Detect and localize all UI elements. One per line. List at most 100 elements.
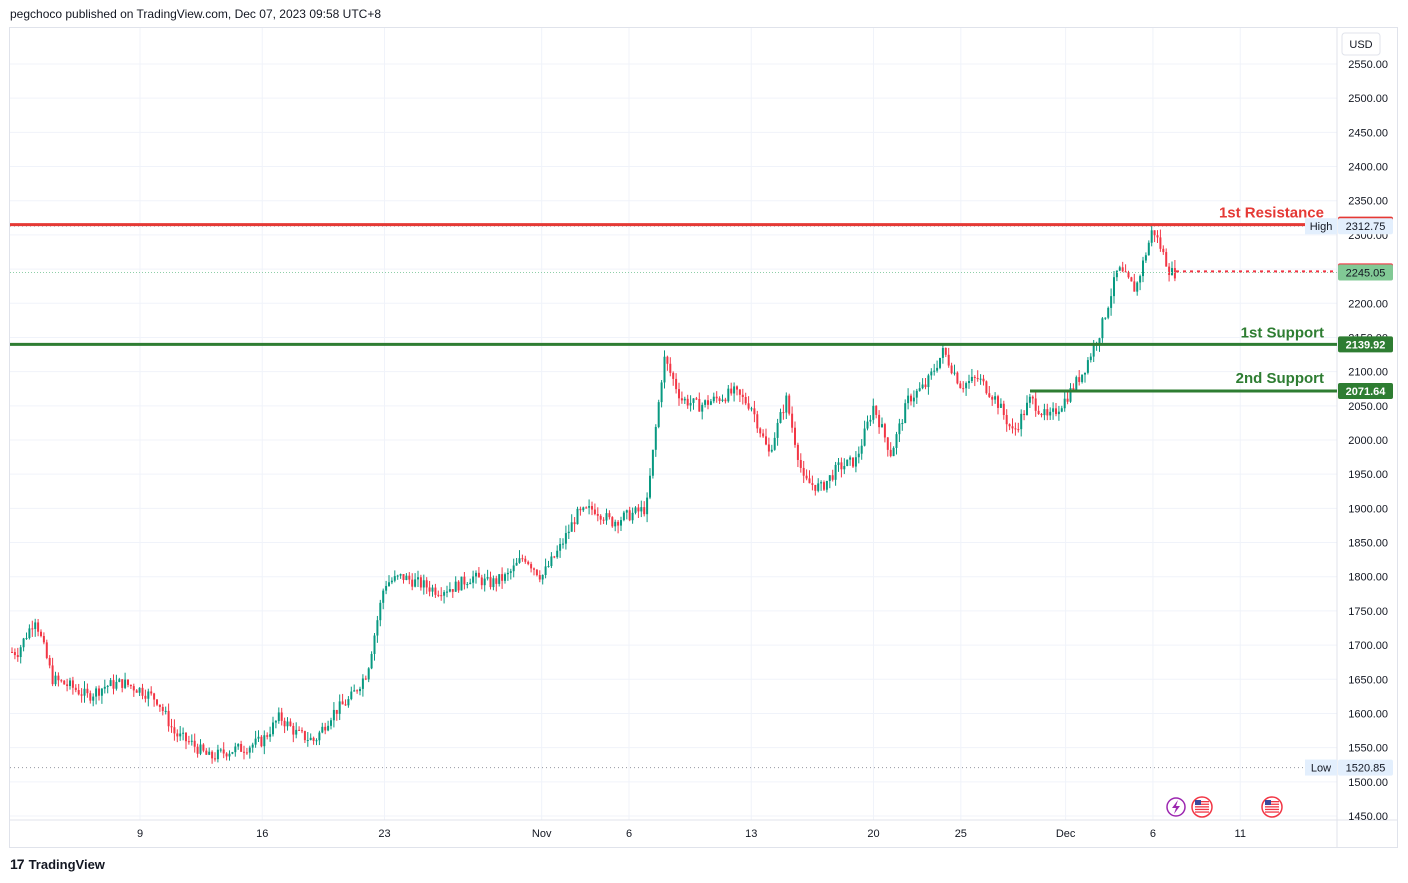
us-event-flag-icon	[1261, 796, 1283, 818]
candle-body	[1046, 409, 1049, 416]
candle-body	[808, 478, 811, 484]
candle-body	[74, 687, 77, 691]
candle-body	[625, 510, 628, 513]
last-price-tag: 2245.05	[1346, 267, 1386, 279]
support-1-price-tag: 2139.92	[1346, 339, 1386, 351]
candle-body	[724, 399, 727, 402]
us-event-flag-icon-stripe	[1265, 811, 1279, 813]
x-tick-label: 20	[867, 828, 879, 840]
us-event-flag-icon	[1191, 796, 1213, 818]
candle-body	[301, 730, 303, 732]
candle-body	[683, 398, 686, 401]
candle-body	[454, 581, 457, 592]
candle-body	[208, 751, 211, 755]
candle-body	[353, 690, 356, 692]
candle-body	[646, 497, 649, 515]
candle-body	[509, 571, 512, 573]
candle-body	[753, 408, 756, 415]
candle-body	[309, 737, 312, 741]
candle-body	[1078, 377, 1081, 382]
candle-body	[791, 413, 794, 428]
candle-body	[225, 753, 228, 757]
candle-body	[825, 480, 828, 490]
candle-body	[341, 701, 344, 705]
high-price-tag: 2312.75	[1346, 221, 1386, 233]
candle-body	[678, 389, 680, 399]
candle-body	[785, 395, 788, 413]
candle-body	[707, 400, 709, 405]
candle-body	[263, 735, 266, 747]
candle-body	[1023, 413, 1026, 415]
candle-body	[1089, 356, 1092, 361]
candle-body	[698, 399, 701, 412]
y-tick-label: 2000.00	[1348, 435, 1388, 447]
candle-body	[443, 592, 446, 596]
candle-body	[77, 690, 80, 695]
candle-body	[199, 744, 202, 754]
candle-body	[709, 401, 712, 405]
candle-body	[904, 403, 907, 424]
candle-body	[1107, 307, 1110, 318]
candle-body	[750, 408, 753, 410]
candle-body	[167, 710, 170, 727]
y-tick-label: 1500.00	[1348, 777, 1388, 789]
candle-body	[1144, 255, 1147, 261]
candle-body	[991, 396, 994, 400]
candle-body	[228, 753, 231, 757]
candle-body	[924, 384, 927, 388]
candle-body	[582, 507, 585, 511]
support-2-price-tag: 2071.64	[1346, 386, 1387, 398]
us-event-flag-icon-canton	[1195, 800, 1201, 805]
candles	[11, 224, 1176, 764]
candle-body	[1075, 377, 1078, 390]
candle-body	[567, 531, 570, 534]
candle-body	[1014, 428, 1017, 430]
candle-body	[779, 412, 782, 423]
candle-body	[205, 750, 208, 755]
candle-body	[970, 376, 973, 382]
candle-body	[628, 510, 631, 521]
candle-body	[593, 509, 596, 514]
candle-body	[306, 740, 309, 742]
candle-body	[408, 575, 411, 580]
candle-body	[332, 709, 335, 721]
candle-body	[486, 577, 489, 579]
candle-body	[109, 680, 112, 686]
us-event-flag-icon-stripe	[1265, 803, 1279, 805]
candle-body	[501, 574, 504, 581]
candle-body	[16, 655, 19, 658]
candle-body	[527, 561, 530, 565]
currency-label: USD	[1349, 39, 1372, 51]
candle-body	[1092, 344, 1095, 357]
y-tick-label: 1850.00	[1348, 538, 1388, 550]
candle-body	[1130, 277, 1133, 282]
candle-body	[956, 372, 959, 384]
candle-body	[280, 712, 283, 721]
candle-body	[480, 577, 483, 586]
candle-body	[982, 378, 985, 382]
candle-body	[631, 512, 634, 521]
candle-body	[680, 398, 683, 401]
candle-body	[448, 589, 451, 592]
us-event-flag-icon-stripe	[1195, 801, 1209, 803]
chart-frame[interactable]	[9, 27, 1398, 848]
candle-body	[686, 398, 689, 406]
candle-body	[1020, 413, 1023, 430]
candle-body	[518, 558, 521, 563]
candle-body	[1086, 360, 1089, 373]
us-event-flag-icon-stripe	[1195, 808, 1209, 811]
brand-name: TradingView	[28, 856, 105, 872]
candle-body	[802, 467, 805, 476]
candle-body	[216, 749, 219, 760]
us-event-flag-icon-stripe	[1195, 806, 1209, 808]
candle-body	[71, 680, 74, 688]
candle-body	[335, 709, 338, 714]
candle-body	[257, 736, 260, 739]
candle-body	[715, 396, 718, 399]
candle-body	[570, 522, 573, 532]
candle-body	[805, 475, 808, 479]
candle-body	[469, 582, 472, 585]
candle-body	[651, 449, 654, 476]
candle-body	[327, 725, 330, 731]
